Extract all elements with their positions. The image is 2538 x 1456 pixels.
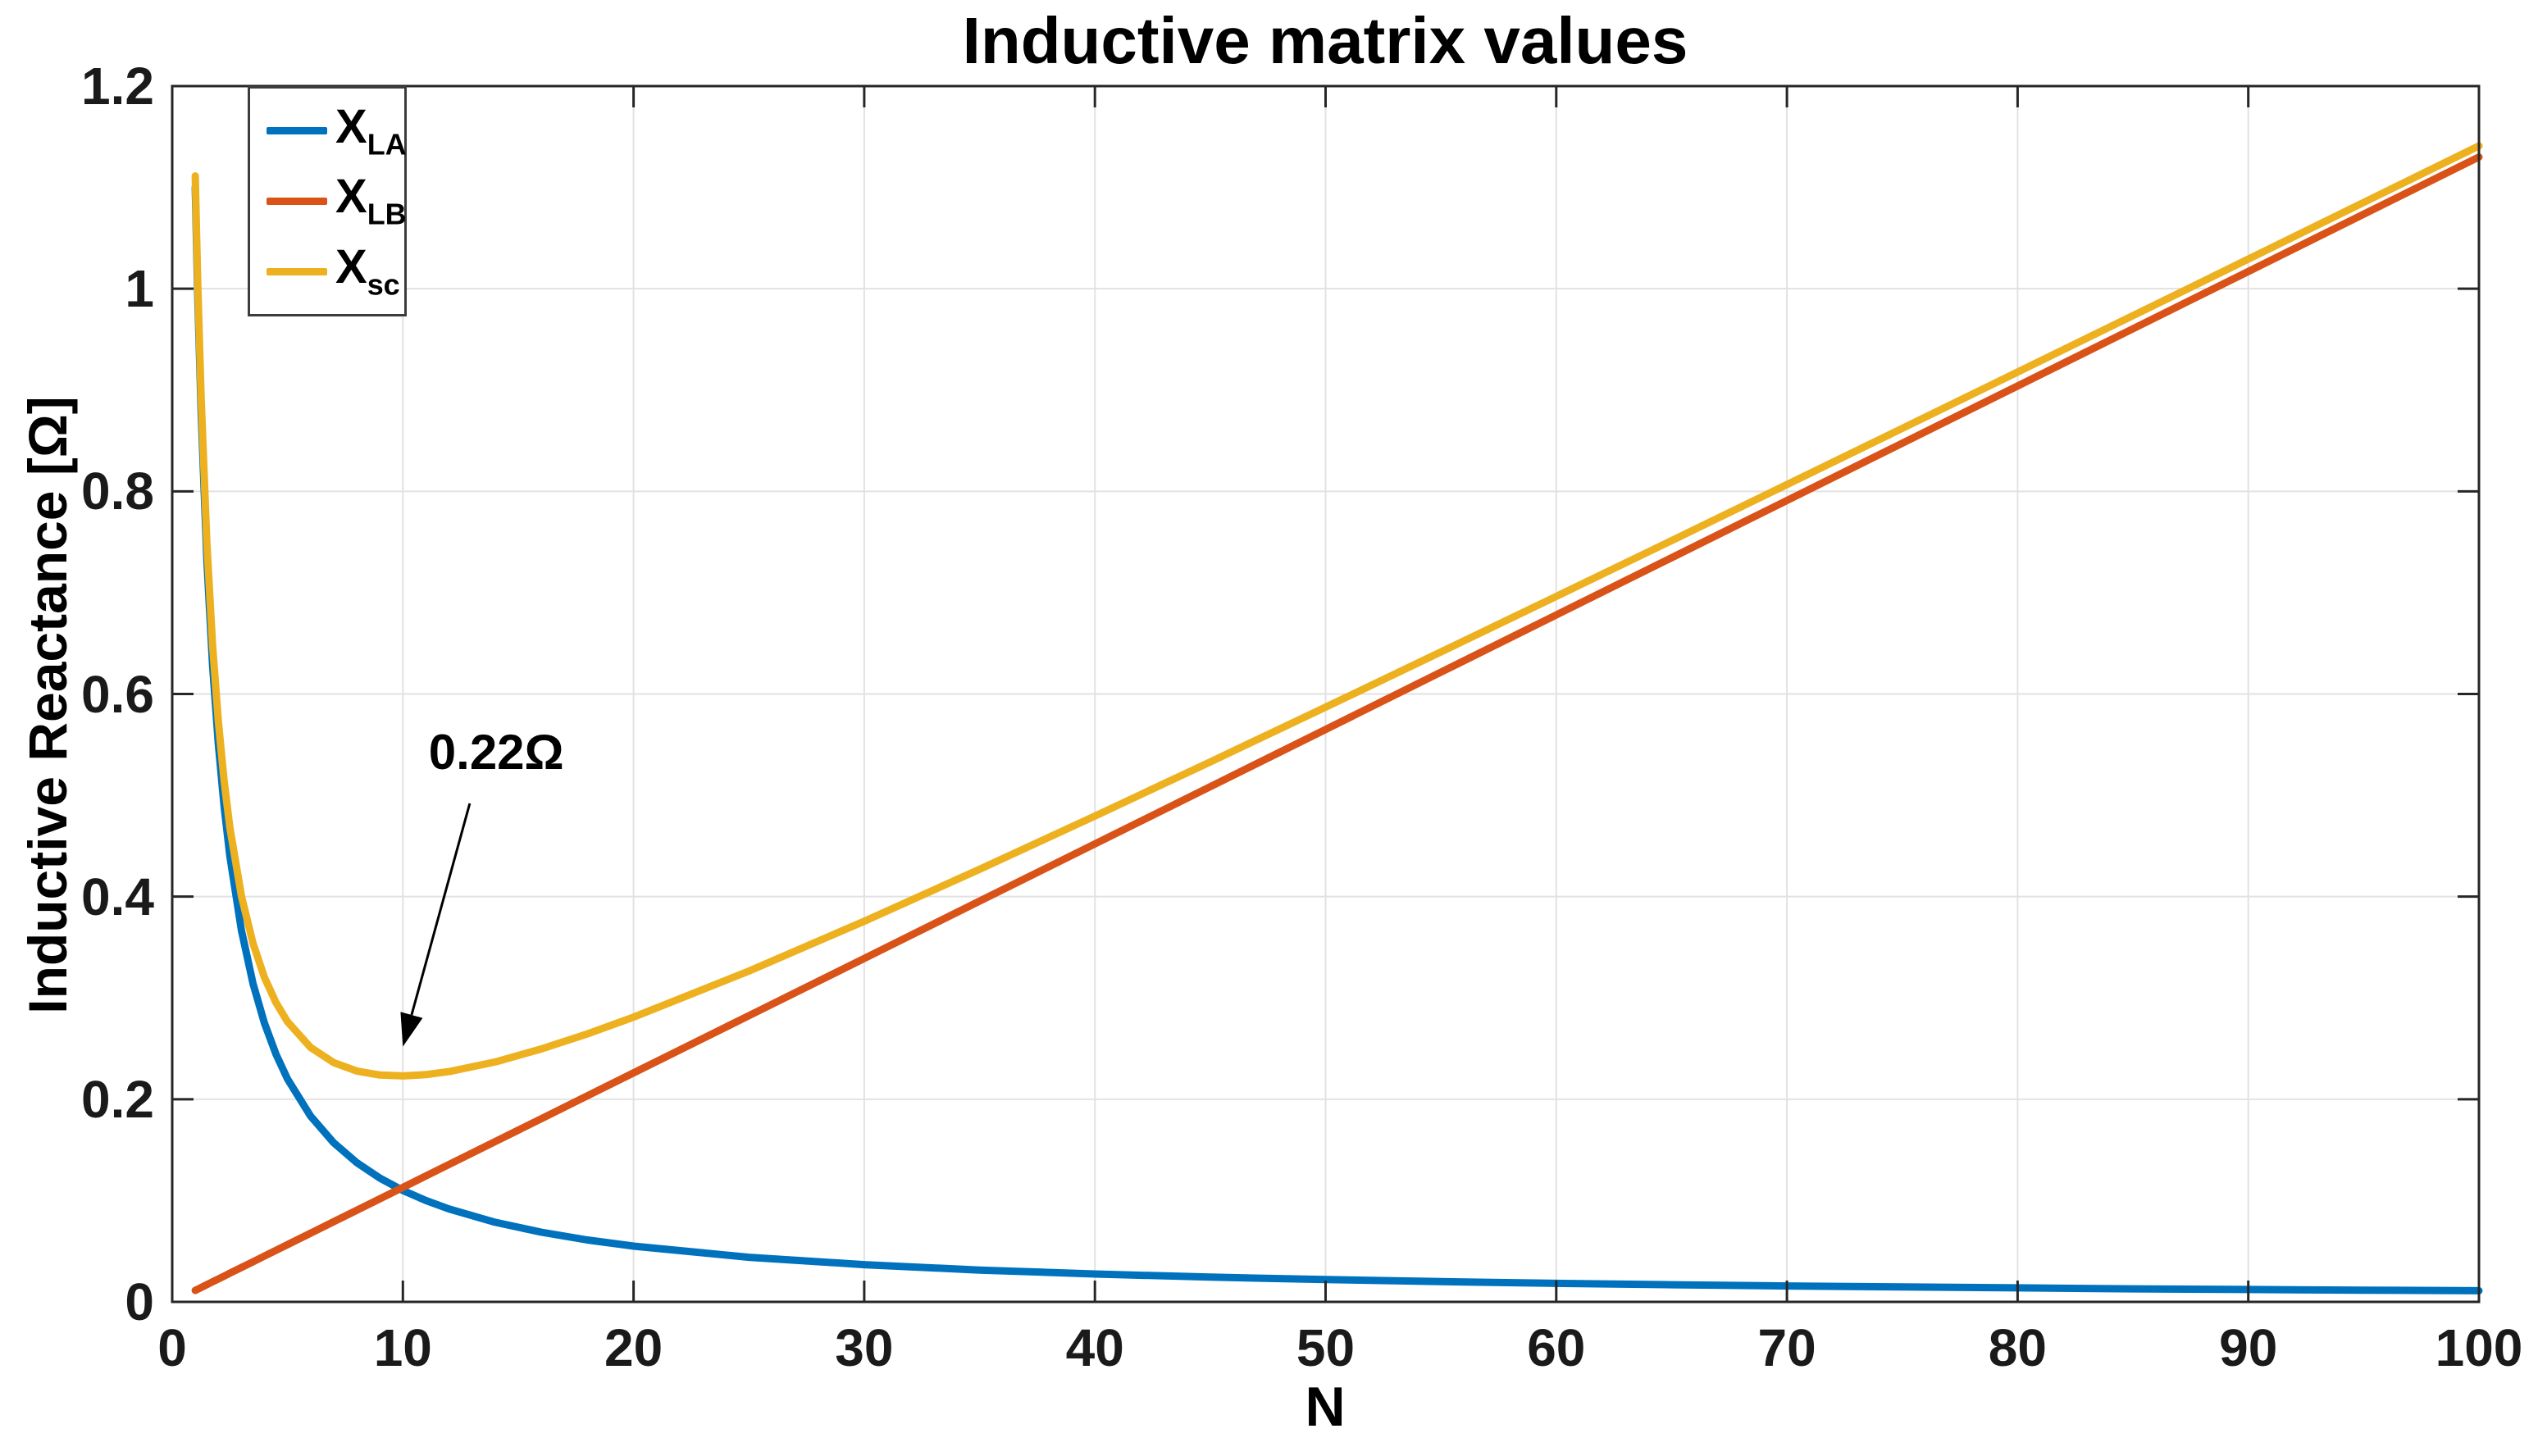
- y-tick-label-0.8: 0.8: [81, 462, 154, 521]
- legend-item-xlb: XLB: [267, 170, 407, 231]
- y-tick-label-0.6: 0.6: [81, 664, 154, 724]
- annotation-text: 0.22Ω: [428, 725, 564, 780]
- chart-title: Inductive matrix values: [962, 4, 1688, 77]
- legend-line-sample-xlb: [267, 197, 327, 205]
- y-tick-label-0.4: 0.4: [81, 867, 154, 926]
- x-tick-label-40: 40: [1065, 1318, 1124, 1377]
- x-tick-label-80: 80: [1988, 1318, 2047, 1377]
- annotation-arrow-head: [400, 1012, 423, 1047]
- y-tick-label-1: 1: [125, 259, 154, 319]
- legend: XLA XLB Xsc: [248, 86, 407, 316]
- x-tick-label-10: 10: [373, 1318, 432, 1377]
- legend-line-sample-xla: [267, 127, 327, 135]
- legend-label-xlb: XLB: [335, 170, 407, 231]
- x-tick-label-90: 90: [2219, 1318, 2278, 1377]
- x-axis-label: N: [1305, 1376, 1346, 1438]
- series-line-xlb: [191, 153, 2483, 1294]
- y-tick-label-0.2: 0.2: [81, 1069, 154, 1129]
- x-tick-label-0: 0: [157, 1318, 187, 1377]
- annotation-arrow-line: [410, 803, 472, 1016]
- legend-line-sample-xsc: [267, 267, 327, 275]
- y-tick-label-1.2: 1.2: [81, 57, 154, 116]
- legend-label-xla: XLA: [335, 99, 407, 161]
- x-tick-label-100: 100: [2435, 1318, 2523, 1377]
- x-tick-label-50: 50: [1296, 1318, 1356, 1377]
- legend-item-xsc: Xsc: [267, 243, 404, 299]
- x-tick-label-20: 20: [604, 1318, 663, 1377]
- x-tick-label-70: 70: [1757, 1318, 1816, 1377]
- x-tick-label-30: 30: [835, 1318, 894, 1377]
- series-line-xsc: [191, 142, 2483, 1080]
- x-tick-label-60: 60: [1527, 1318, 1586, 1377]
- legend-item-xla: XLA: [267, 99, 407, 161]
- y-tick-label-0: 0: [125, 1272, 154, 1331]
- y-axis-label: Inductive Reactance [Ω]: [17, 396, 78, 1014]
- legend-label-xsc: Xsc: [335, 240, 400, 302]
